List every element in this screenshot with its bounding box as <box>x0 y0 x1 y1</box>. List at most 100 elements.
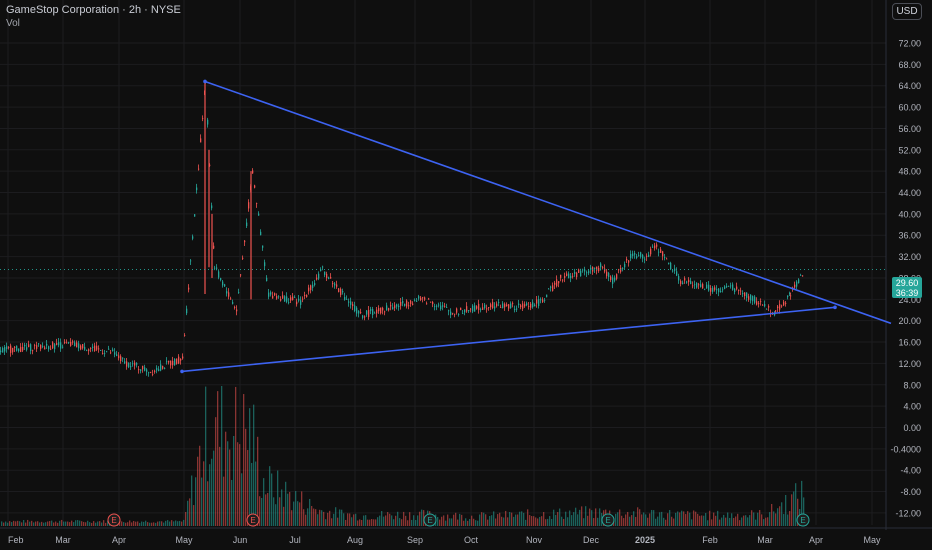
candle-body <box>464 309 466 313</box>
volume-bar <box>679 512 681 526</box>
y-tick-label: 0.00 <box>903 423 921 433</box>
y-tick-label: 32.00 <box>898 252 921 262</box>
volume-bar <box>271 473 273 526</box>
candle-body <box>207 119 209 125</box>
volume-bar <box>261 497 263 526</box>
volume-bar <box>665 519 667 526</box>
candle-body <box>777 306 779 309</box>
volume-bar <box>63 521 65 526</box>
volume-bar <box>775 513 777 526</box>
candle-body <box>209 164 211 167</box>
candle-body <box>158 369 160 371</box>
candle-body <box>478 303 480 311</box>
candle-body <box>16 345 18 351</box>
candle-body <box>74 342 76 346</box>
volume-bar <box>159 521 161 526</box>
volume-bar <box>569 510 571 526</box>
volume-bar <box>657 516 659 526</box>
volume-bar <box>31 520 33 526</box>
candle-body <box>406 300 408 307</box>
candle-body <box>226 291 228 294</box>
candle-body <box>156 367 158 371</box>
candle-body <box>444 306 446 307</box>
volume-bar <box>281 489 283 526</box>
candle-body <box>366 310 368 315</box>
volume-bar <box>653 510 655 526</box>
volume-bar <box>777 508 779 526</box>
candle-body <box>330 277 332 279</box>
volume-bar <box>519 511 521 526</box>
volume-bar <box>639 509 641 526</box>
volume-bar <box>627 511 629 526</box>
candle-body <box>434 305 436 307</box>
volume-bar <box>163 522 165 526</box>
candle-body <box>84 346 86 350</box>
candle-body <box>2 348 4 353</box>
volume-bar <box>767 517 769 526</box>
volume-bar <box>103 520 105 526</box>
candle-body <box>636 256 638 258</box>
earnings-marker-badge <box>246 513 260 527</box>
candle-body <box>584 269 586 272</box>
volume-bar <box>411 519 413 526</box>
candle-body <box>148 372 150 374</box>
volume-bar <box>223 476 225 526</box>
volume-bar <box>369 519 371 526</box>
volume-bar <box>149 522 151 526</box>
volume-bar <box>599 508 601 526</box>
candle-body <box>230 298 232 300</box>
volume-bar <box>511 512 513 526</box>
volume-bar <box>245 428 247 526</box>
volume-bar <box>309 498 311 526</box>
candle-body <box>278 296 280 298</box>
volume-bar <box>501 516 503 526</box>
candle-body <box>260 231 262 236</box>
x-tick-label: Apr <box>112 535 126 545</box>
volume-bar <box>207 481 209 526</box>
candle-body <box>470 308 472 310</box>
volume-bar <box>251 462 253 526</box>
volume-bar <box>203 461 205 526</box>
candle-body <box>768 306 770 308</box>
volume-bar <box>145 520 147 526</box>
x-tick-label: Sep <box>407 535 423 545</box>
volume-bar <box>531 516 533 526</box>
candle-body <box>430 301 432 303</box>
candle-body <box>240 274 242 276</box>
volume-bar <box>497 514 499 526</box>
volume-bar <box>123 522 125 526</box>
currency-button[interactable]: USD <box>892 3 922 20</box>
y-tick-label: 40.00 <box>898 209 921 219</box>
volume-bar <box>641 514 643 526</box>
volume-bar <box>669 510 671 526</box>
volume-bar <box>323 511 325 526</box>
volume-bar <box>157 521 159 526</box>
candle-body <box>644 258 646 260</box>
earnings-marker-label: E <box>250 516 255 525</box>
candle-body <box>614 277 616 281</box>
candle-body <box>418 296 420 299</box>
volume-bar <box>561 516 563 526</box>
candle-body <box>616 274 618 279</box>
candle-body <box>554 282 556 285</box>
candle-body <box>378 308 380 312</box>
volume-bar <box>345 519 347 526</box>
candle-body <box>532 302 534 308</box>
candle-body <box>436 305 438 307</box>
volume-bar <box>593 518 595 526</box>
candle-body <box>694 284 696 286</box>
candle-body <box>785 302 787 304</box>
volume-bar <box>233 436 235 526</box>
volume-bar <box>217 391 219 526</box>
volume-bar <box>15 521 17 526</box>
volume-bar <box>787 514 789 526</box>
earnings-marker: E <box>107 513 121 527</box>
volume-bar <box>649 513 651 526</box>
volume-bar <box>81 521 83 526</box>
volume-bar <box>347 513 349 526</box>
y-tick-label: -8.00 <box>900 487 921 497</box>
volume-bar <box>539 516 541 526</box>
candle-body <box>618 269 620 271</box>
candle-body <box>764 304 766 307</box>
